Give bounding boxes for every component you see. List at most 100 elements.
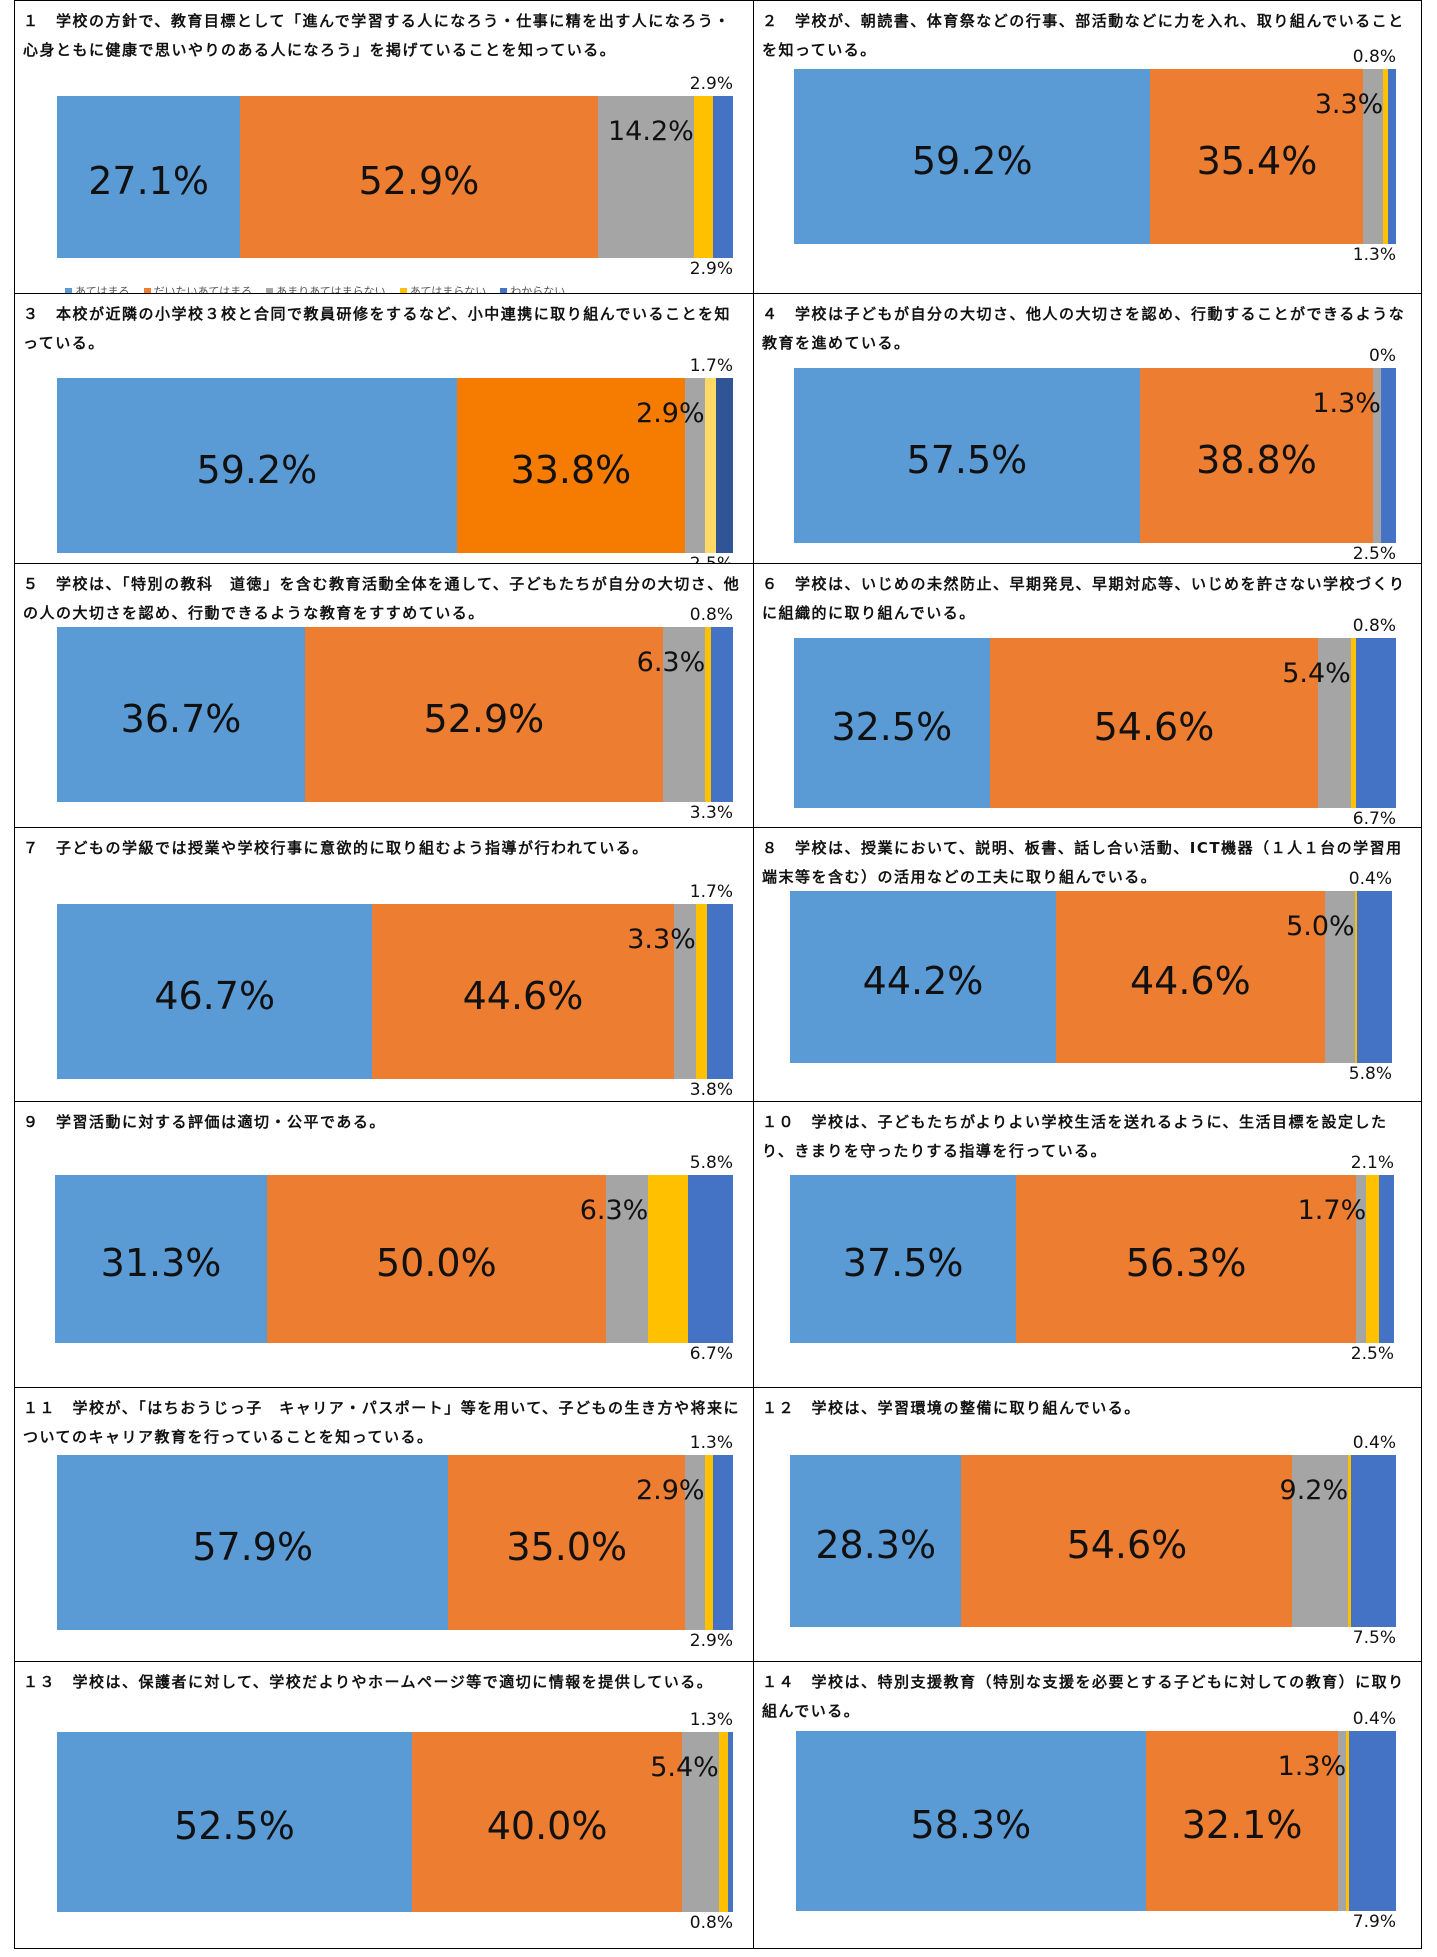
legend-swatch — [143, 287, 151, 293]
question-title: ５ 学校は、「特別の教科 道徳」を含む教育活動全体を通して、子どもたちが自分の大… — [23, 575, 741, 622]
chart-panel-7: ７ 子どもの学級では授業や学校行事に意欲的に取り組むよう指導が行われている。 46… — [14, 828, 754, 1102]
legend-swatch — [266, 287, 274, 293]
stacked-bar — [796, 1731, 1396, 1911]
segment-amari — [685, 378, 705, 553]
chart-panel-2: ２ 学校が、朝読書、体育祭などの行事、部活動などに力を入れ、取り組んでいることを… — [754, 0, 1422, 294]
stacked-bar — [57, 1455, 733, 1630]
data-label-wakaranai: 2.5% — [689, 554, 733, 564]
stacked-bar — [57, 627, 733, 802]
segment-atehamaru — [57, 904, 373, 1079]
data-label-daitai: 56.3% — [1125, 1241, 1247, 1285]
data-label-amari: 5.4% — [1282, 658, 1351, 689]
segment-daitai — [989, 638, 1319, 808]
segment-amari — [684, 1455, 705, 1630]
stacked-bar — [57, 96, 733, 258]
question-title: １ 学校の方針で、教育目標として「進んで学習する人になろう・仕事に精を出す人にな… — [23, 12, 731, 59]
question-title: ８ 学校は、授業において、説明、板書、話し合い活動、ICT機器（１人１台の学習用… — [762, 839, 1403, 886]
data-label-atehamaranai: 5.8% — [689, 1153, 733, 1173]
chart-panel-12: １２ 学校は、学習環境の整備に取り組んでいる。 28.3% 54.6% 9.2% 0.4… — [754, 1388, 1422, 1662]
data-label-daitai: 35.4% — [1196, 138, 1318, 183]
data-label-atehamaranai: 0.8% — [1352, 47, 1396, 67]
data-label-atehamaru: 37.5% — [842, 1241, 964, 1285]
chart-panel-9: ９ 学習活動に対する評価は適切・公平である。 31.3% 50.0% 6.3% 5.8%… — [14, 1102, 754, 1388]
data-label-atehamaru: 59.2% — [911, 138, 1033, 183]
stacked-bar — [790, 1175, 1394, 1343]
stacked-bar — [794, 368, 1396, 543]
chart-panel-6: ６ 学校は、いじめの未然防止、早期発見、早期対応等、いじめを許さない学校づくりに… — [754, 564, 1422, 828]
data-label-atehamaranai: 2.1% — [1350, 1153, 1394, 1173]
question-title: ４ 学校は子どもが自分の大切さ、他人の大切さを認め、行動することができるような教… — [762, 305, 1406, 352]
segment-amari — [1373, 368, 1381, 543]
segment-daitai — [1056, 891, 1325, 1063]
data-label-atehamaranai: 1.7% — [689, 882, 733, 902]
chart-panel-10: １０ 学校は、子どもたちがよりよい学校生活を送れるように、生活目標を設定したり、… — [754, 1102, 1422, 1388]
segment-atehamaranai — [1348, 1455, 1351, 1627]
legend-label: あまりあてはまらない — [276, 285, 386, 294]
segment-amari — [1363, 69, 1384, 244]
segment-daitai — [448, 1455, 685, 1630]
legend-label: だいたいあてはまる — [153, 285, 253, 294]
segment-atehamaranai — [1346, 1731, 1349, 1911]
legend-item: あてはまらない — [399, 283, 486, 293]
segment-atehamaru — [794, 69, 1151, 244]
segment-daitai — [267, 1175, 606, 1343]
segment-wakaranai — [710, 627, 733, 802]
data-label-daitai: 54.6% — [1066, 1523, 1188, 1567]
legend-swatch — [65, 287, 72, 293]
stacked-bar — [790, 1455, 1396, 1627]
segment-amari — [1338, 1731, 1347, 1911]
data-label-wakaranai: 7.9% — [1352, 1912, 1396, 1932]
data-label-amari: 3.3% — [627, 924, 696, 955]
question-title: ３ 本校が近隣の小学校３校と合同で教員研修をするなど、小中連携に取り組んでいるこ… — [23, 305, 732, 352]
segment-daitai — [456, 378, 686, 553]
segment-amari — [1318, 638, 1351, 808]
data-label-daitai: 40.0% — [486, 1804, 608, 1848]
data-label-wakaranai: 5.8% — [1348, 1064, 1392, 1084]
segment-daitai — [961, 1455, 1293, 1627]
chart-panel-5: ５ 学校は、「特別の教科 道徳」を含む教育活動全体を通して、子どもたちが自分の大… — [14, 564, 754, 828]
segment-amari — [662, 627, 706, 802]
segment-wakaranai — [727, 1732, 733, 1912]
data-label-amari: 1.3% — [1277, 1751, 1347, 1782]
stacked-bar — [790, 891, 1392, 1063]
data-label-amari: 14.2% — [608, 116, 694, 147]
segment-atehamaranai — [1350, 638, 1356, 808]
data-label-amari: 1.3% — [1312, 388, 1381, 419]
chart-panel-4: ４ 学校は子どもが自分の大切さ、他人の大切さを認め、行動することができるような教… — [754, 294, 1422, 564]
data-label-atehamaru: 32.5% — [831, 705, 953, 749]
chart-panel-8: ８ 学校は、授業において、説明、板書、話し合い活動、ICT機器（１人１台の学習用… — [754, 828, 1422, 1102]
data-label-daitai: 52.9% — [423, 696, 545, 741]
segment-wakaranai — [1380, 368, 1396, 543]
data-label-amari: 6.3% — [636, 647, 706, 678]
segment-atehamaru — [57, 96, 241, 258]
data-label-amari: 1.7% — [1297, 1195, 1367, 1226]
segment-wakaranai — [1350, 1455, 1396, 1627]
data-label-atehamaranai: 0.4% — [1352, 1433, 1396, 1453]
segment-daitai — [1145, 1731, 1339, 1911]
chart-panel-1: １ 学校の方針で、教育目標として「進んで学習する人になろう・仕事に精を出す人にな… — [14, 0, 754, 294]
data-label-amari: 3.3% — [1314, 89, 1384, 120]
data-label-atehamaru: 28.3% — [815, 1523, 937, 1567]
segment-wakaranai — [713, 96, 733, 258]
legend-item: だいたいあてはまる — [143, 283, 253, 294]
data-label-atehamaranai: 0.8% — [689, 605, 733, 625]
segment-atehamaru — [794, 638, 990, 808]
data-label-wakaranai: 0.8% — [689, 1913, 733, 1933]
data-label-atehamaranai: 1.3% — [689, 1433, 733, 1453]
chart-panel-13: １３ 学校は、保護者に対して、学校だよりやホームページ等で適切に情報を提供してい… — [14, 1662, 754, 1949]
segment-daitai — [305, 627, 663, 802]
data-label-wakaranai: 6.7% — [689, 1344, 733, 1364]
segment-atehamaru — [57, 1732, 412, 1912]
data-label-atehamaranai: 1.3% — [689, 1710, 733, 1730]
segment-atehamaru — [57, 627, 306, 802]
data-label-amari: 5.0% — [1286, 911, 1355, 942]
stacked-bar — [57, 378, 733, 553]
data-label-atehamaranai: 0.8% — [1352, 616, 1396, 636]
legend-item: わからない — [500, 283, 565, 293]
question-title: １２ 学校は、学習環境の整備に取り組んでいる。 — [762, 1399, 1141, 1417]
segment-atehamaru — [55, 1175, 267, 1343]
data-label-wakaranai: 2.5% — [1350, 1344, 1394, 1364]
data-label-atehamaru: 31.3% — [100, 1241, 222, 1285]
segment-amari — [682, 1732, 719, 1912]
